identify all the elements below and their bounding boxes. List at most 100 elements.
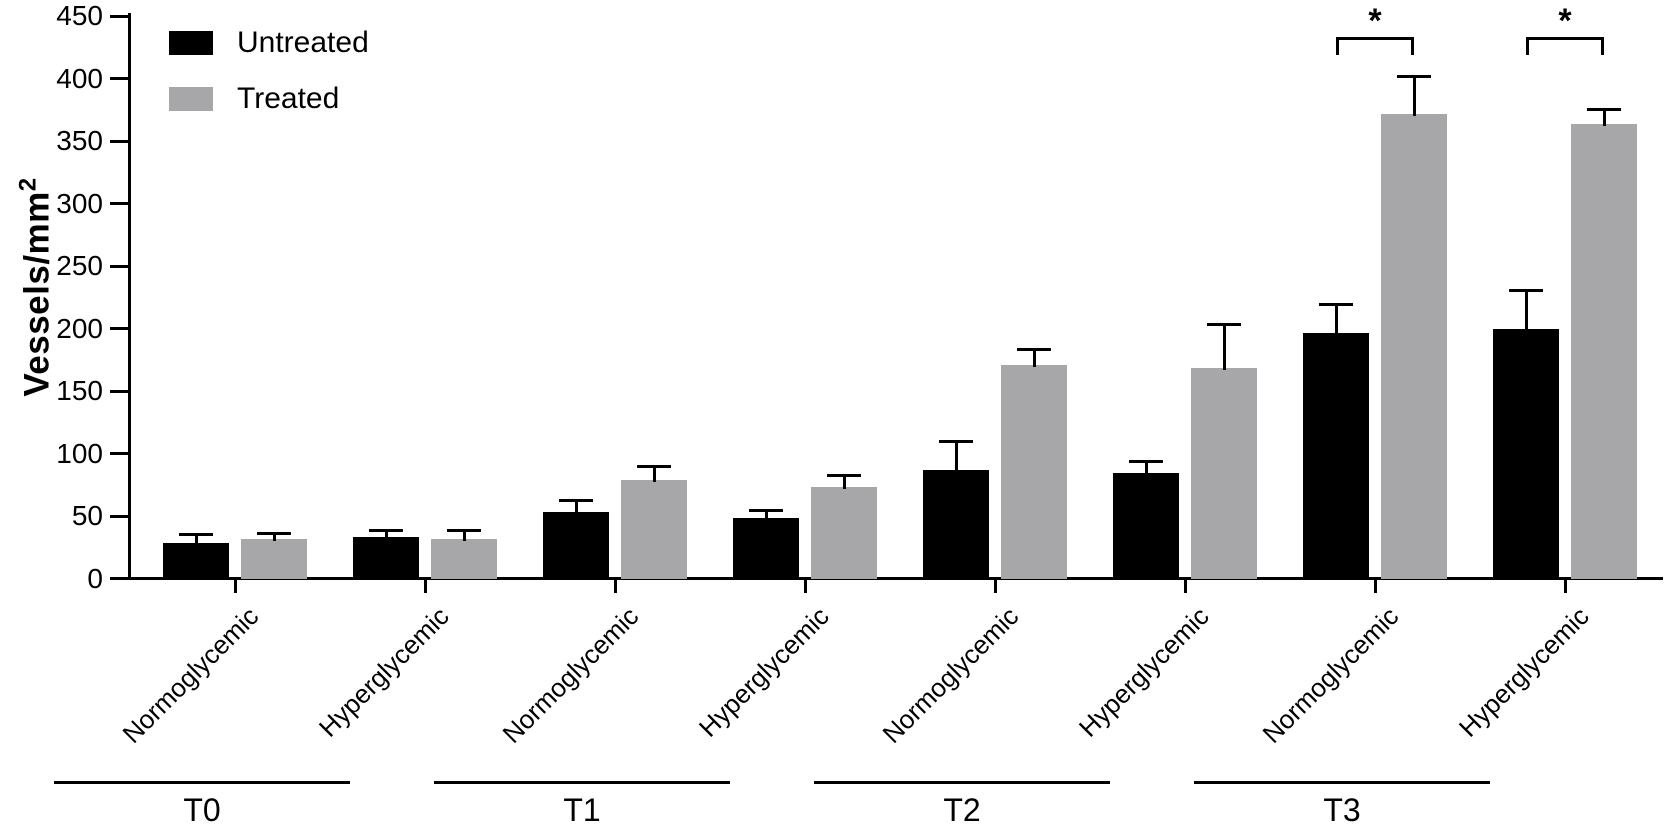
group-underline — [1194, 781, 1490, 784]
bar-treated — [431, 539, 497, 579]
category-label: Normoglycemic — [496, 601, 645, 749]
bar-untreated — [1493, 329, 1559, 579]
group-label: T0 — [183, 792, 221, 828]
category-label: Hyperglycemic — [1072, 601, 1215, 743]
error-bar-cap — [749, 509, 783, 512]
bar-untreated — [1113, 472, 1179, 579]
error-bar-stem — [194, 532, 198, 545]
bar-untreated — [543, 511, 609, 579]
error-bar-cap — [179, 532, 213, 536]
x-pair-tick — [1373, 580, 1377, 593]
bar-treated — [241, 539, 307, 579]
error-bar-stem — [1524, 289, 1528, 331]
error-bar-stem — [1144, 460, 1148, 475]
error-bar-cap — [447, 529, 481, 532]
error-bar-stem — [652, 465, 656, 483]
error-bar-stem — [1222, 322, 1226, 370]
y-tick-label: 250 — [56, 250, 103, 281]
error-bar-cap — [1319, 302, 1353, 306]
y-axis-title-text: Vessels/mm — [17, 191, 57, 397]
x-pair-tick — [1563, 580, 1567, 593]
category-label: Hyperglycemic — [312, 601, 455, 743]
error-bar-cap — [1397, 75, 1431, 79]
category-label: Normoglycemic — [116, 601, 265, 749]
error-bar-cap — [1129, 460, 1163, 464]
legend-label-treated: Treated — [237, 82, 340, 115]
bar-untreated — [353, 536, 419, 579]
group-label: T2 — [943, 792, 981, 828]
y-tick-label: 200 — [56, 312, 103, 344]
y-tick — [110, 202, 128, 205]
error-bar-cap — [1207, 322, 1241, 326]
y-tick-label: 0 — [87, 562, 103, 594]
x-pair-tick — [1183, 580, 1187, 593]
error-bar-cap — [1509, 289, 1543, 292]
category-label: Normoglycemic — [1256, 601, 1405, 749]
category-label: Hyperglycemic — [692, 601, 835, 743]
y-tick-label: 300 — [56, 187, 103, 219]
error-bar-cap — [637, 465, 671, 469]
y-tick — [110, 577, 128, 580]
y-tick — [110, 327, 128, 330]
y-tick-label: 450 — [56, 0, 103, 31]
error-bar-stem — [954, 440, 958, 473]
y-tick — [110, 389, 128, 393]
group-label: T3 — [1323, 792, 1361, 828]
error-bar-stem — [764, 509, 768, 520]
error-bar-cap — [369, 529, 403, 532]
legend-label-untreated: Untreated — [237, 26, 369, 59]
bar-treated — [1571, 124, 1637, 579]
error-bar-cap — [559, 499, 593, 502]
bar-untreated — [1303, 332, 1369, 579]
significance-asterisk: * — [1368, 2, 1382, 40]
error-bar-stem — [384, 529, 388, 539]
x-pair-tick — [423, 580, 427, 593]
category-label: Normoglycemic — [876, 601, 1025, 749]
x-pair-tick — [613, 580, 617, 593]
x-axis-line — [128, 577, 1663, 580]
x-pair-tick — [993, 580, 997, 593]
bar-treated — [1381, 114, 1447, 579]
error-bar-cap — [827, 474, 861, 477]
error-bar-stem — [842, 474, 846, 489]
y-tick — [110, 452, 128, 455]
bar-treated — [811, 486, 877, 579]
y-tick-label: 50 — [71, 500, 103, 531]
significance-bracket — [1336, 37, 1414, 40]
y-tick-label: 350 — [56, 125, 103, 156]
error-bar-stem — [1602, 107, 1606, 126]
significance-bracket-leg — [1526, 37, 1529, 55]
group-underline — [434, 781, 730, 784]
legend-swatch-untreated — [169, 31, 213, 55]
error-bar-cap — [257, 531, 291, 535]
group-underline — [814, 781, 1110, 784]
significance-asterisk: * — [1558, 2, 1572, 40]
y-tick-label: 400 — [56, 62, 103, 94]
significance-bracket — [1526, 37, 1604, 40]
y-tick — [110, 514, 128, 518]
legend-item-untreated: Untreated — [169, 26, 369, 60]
error-bar-stem — [462, 529, 466, 541]
y-tick — [110, 77, 128, 80]
y-tick — [110, 14, 128, 18]
y-tick — [110, 264, 128, 268]
y-tick — [110, 139, 128, 143]
bar-treated — [621, 480, 687, 579]
y-tick-label: 150 — [56, 375, 103, 406]
bar-untreated — [923, 470, 989, 579]
category-label: Hyperglycemic — [1452, 601, 1595, 743]
y-tick-label: 100 — [56, 437, 103, 469]
error-bar-cap — [1017, 347, 1051, 351]
error-bar-stem — [272, 531, 276, 541]
error-bar-cap — [939, 440, 973, 444]
group-label: T1 — [563, 792, 601, 828]
bar-treated — [1001, 365, 1067, 579]
significance-bracket-leg — [1411, 37, 1414, 55]
y-axis-line — [128, 13, 131, 580]
bar-untreated — [163, 542, 229, 579]
error-bar-cap — [1587, 107, 1621, 111]
x-pair-tick — [233, 580, 237, 593]
bar-treated — [1191, 367, 1257, 579]
error-bar-stem — [1032, 347, 1036, 368]
significance-bracket-leg — [1601, 37, 1604, 55]
